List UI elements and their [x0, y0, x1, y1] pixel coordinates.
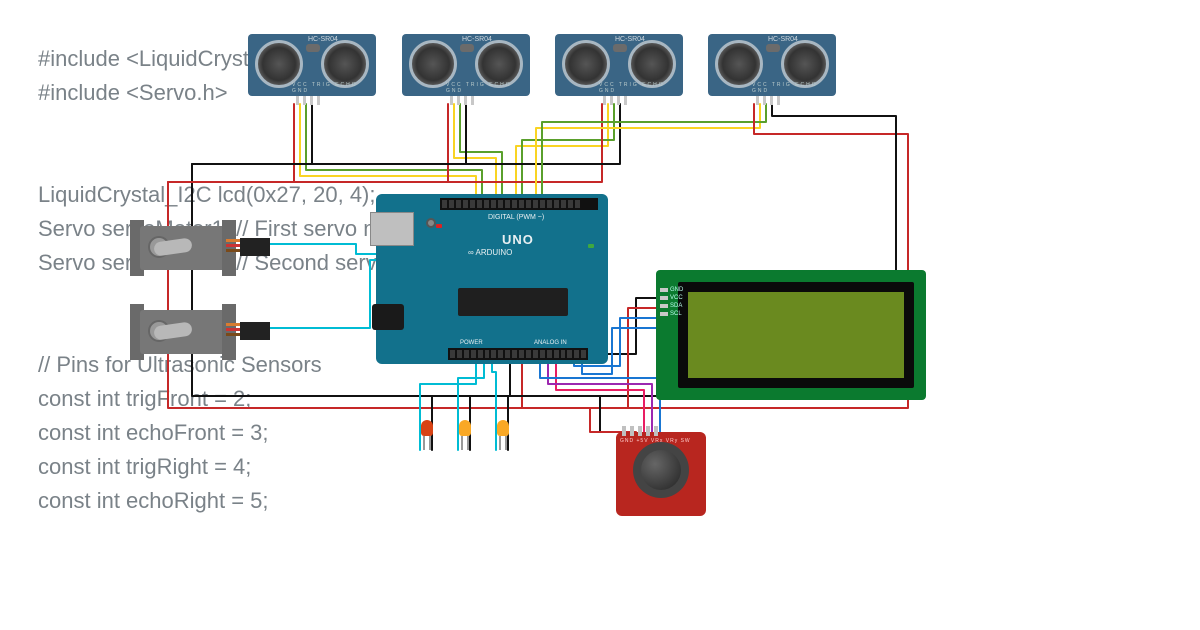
ultrasonic-sensor-1: HC-SR04VCC TRIG ECHO GND	[248, 34, 376, 96]
lcd-display: GNDVCCSDASCL	[656, 270, 926, 400]
ultrasonic-sensor-4: HC-SR04VCC TRIG ECHO GND	[708, 34, 836, 96]
led-3	[494, 420, 512, 450]
led-2	[456, 420, 474, 450]
servo-motor-2	[140, 304, 272, 360]
ultrasonic-sensor-3: HC-SR04VCC TRIG ECHO GND	[555, 34, 683, 96]
arduino-uno-board: UNO∞ ARDUINO DIGITAL (PWM ~) POWERANALOG…	[376, 194, 608, 364]
ultrasonic-sensor-2: HC-SR04VCC TRIG ECHO GND	[402, 34, 530, 96]
servo-motor-1	[140, 220, 272, 276]
led-1	[418, 420, 436, 450]
joystick-module: GND +5V VRx VRy SW	[616, 424, 706, 516]
